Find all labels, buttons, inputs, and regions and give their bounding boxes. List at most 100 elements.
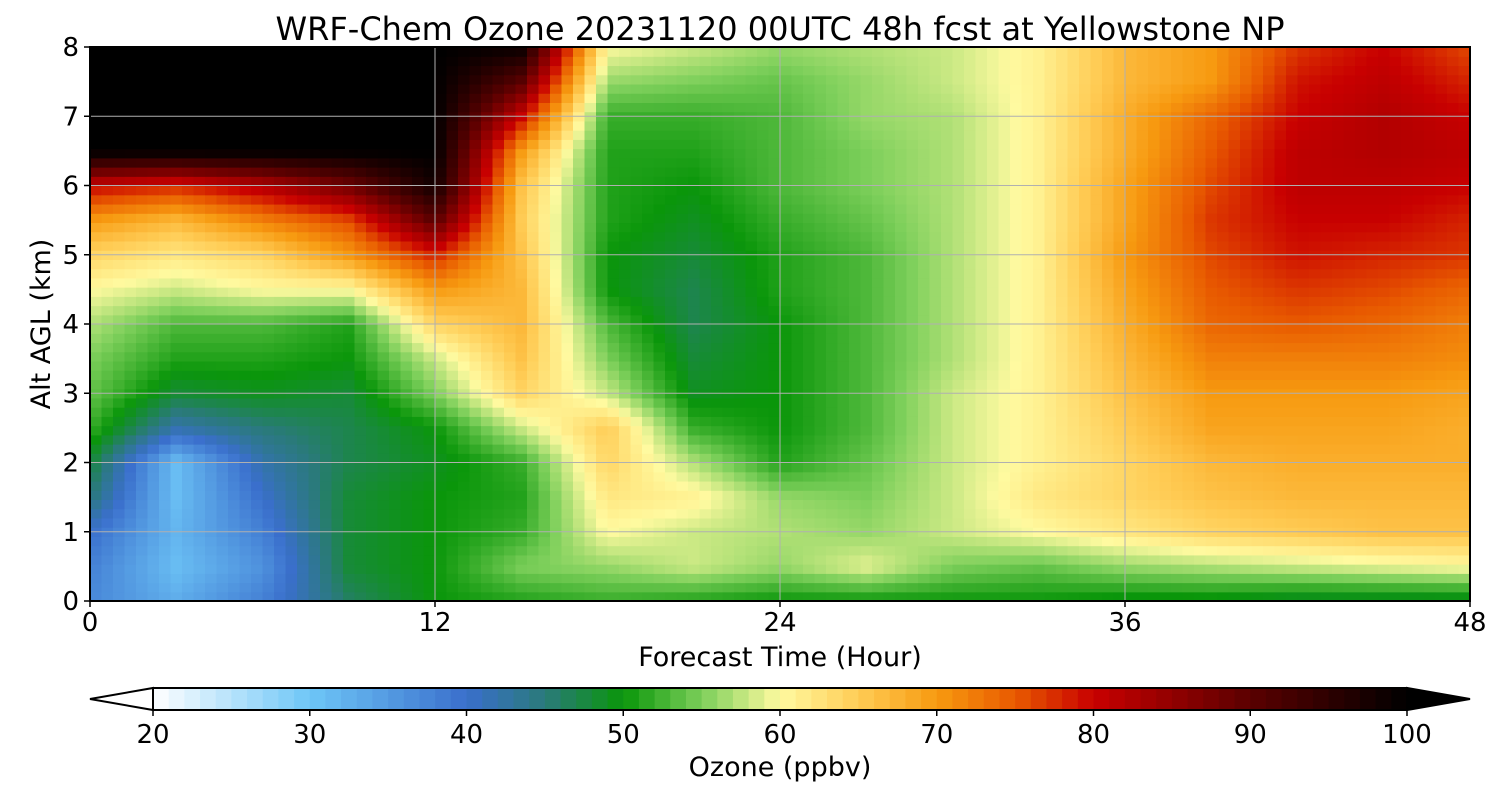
ozone-cell <box>320 194 333 205</box>
ozone-cell <box>676 148 689 159</box>
ozone-cell <box>515 203 528 214</box>
ozone-cell <box>642 185 655 196</box>
ozone-cell <box>711 277 724 288</box>
ozone-cell <box>860 203 873 214</box>
ozone-cell <box>538 259 551 270</box>
ozone-cell <box>860 351 873 362</box>
ozone-cell <box>883 83 896 94</box>
ozone-cell <box>573 434 586 445</box>
ozone-cell <box>343 434 356 445</box>
ozone-cell <box>780 508 793 519</box>
ozone-cell <box>274 370 287 380</box>
ozone-cell <box>814 305 827 316</box>
ozone-cell <box>170 74 183 85</box>
ozone-cell <box>688 324 701 334</box>
ozone-cell <box>527 56 540 67</box>
ozone-cell <box>331 536 344 547</box>
ozone-cell <box>159 333 172 344</box>
ozone-cell <box>734 554 747 565</box>
ozone-cell <box>239 517 252 528</box>
ozone-cell <box>895 379 908 390</box>
ozone-cell <box>366 139 379 150</box>
ozone-cell <box>561 130 574 140</box>
ozone-cell <box>538 462 551 473</box>
ozone-cell <box>676 277 689 288</box>
ozone-cell <box>251 333 264 344</box>
ozone-cell <box>676 74 689 85</box>
ozone-cell <box>193 490 206 501</box>
ozone-cell <box>780 213 793 224</box>
ozone-cell <box>998 259 1011 270</box>
ozone-cell <box>366 102 379 113</box>
ozone-cell <box>998 277 1011 288</box>
ozone-cell <box>688 157 701 168</box>
ozone-cell <box>918 499 931 510</box>
ozone-cell <box>527 360 540 371</box>
ozone-cell <box>400 517 413 528</box>
ozone-cell <box>239 453 252 464</box>
ozone-cell <box>297 120 310 131</box>
ozone-cell <box>469 203 482 214</box>
ozone-cell <box>481 259 494 270</box>
ozone-cell <box>975 480 988 491</box>
ozone-cell <box>90 213 103 224</box>
ozone-cell <box>630 499 643 510</box>
ozone-cell <box>1021 416 1034 427</box>
ozone-cell <box>1021 148 1034 159</box>
ozone-cell <box>998 407 1011 417</box>
ozone-cell <box>860 120 873 131</box>
ozone-cell <box>262 139 275 150</box>
ozone-cell <box>573 517 586 528</box>
ozone-cell <box>331 370 344 380</box>
ozone-cell <box>136 194 149 205</box>
ozone-cell <box>906 83 919 94</box>
ozone-cell <box>734 508 747 519</box>
ozone-cell <box>228 425 241 436</box>
ozone-cell <box>757 56 770 67</box>
ozone-cell <box>814 314 827 325</box>
ozone-cell <box>331 333 344 344</box>
ozone-cell <box>642 130 655 140</box>
ozone-cell <box>814 120 827 131</box>
ozone-cell <box>205 203 218 214</box>
ozone-cell <box>987 314 1000 325</box>
ozone-cell <box>757 508 770 519</box>
ozone-cell <box>918 157 931 168</box>
ozone-cell <box>274 296 287 307</box>
ozone-cell <box>182 167 195 177</box>
ozone-cell <box>400 397 413 408</box>
ozone-cell <box>998 93 1011 103</box>
ozone-cell <box>297 471 310 482</box>
ozone-cell <box>492 231 505 242</box>
ozone-cell <box>791 47 804 57</box>
ozone-cell <box>136 480 149 491</box>
ozone-cell <box>400 554 413 565</box>
ozone-cell <box>90 499 103 510</box>
ozone-cell <box>193 517 206 528</box>
ozone-cell <box>285 471 298 482</box>
ozone-cell <box>147 591 160 602</box>
ozone-cell <box>136 56 149 67</box>
ozone-cell <box>573 582 586 593</box>
ozone-cell <box>860 462 873 473</box>
ozone-cell <box>113 65 126 76</box>
ozone-cell <box>722 93 735 103</box>
ozone-cell <box>619 120 632 131</box>
ozone-cell <box>481 480 494 491</box>
ozone-cell <box>538 564 551 574</box>
ozone-cell <box>170 480 183 491</box>
ozone-cell <box>216 351 229 362</box>
ozone-cell <box>216 305 229 316</box>
ozone-cell <box>883 185 896 196</box>
ozone-cell <box>791 287 804 297</box>
ozone-cell <box>216 490 229 501</box>
ozone-cell <box>297 222 310 233</box>
ozone-cell <box>584 564 597 574</box>
ozone-cell <box>768 407 781 417</box>
ozone-cell <box>331 517 344 528</box>
ozone-cell <box>308 277 321 288</box>
ozone-cell <box>504 591 517 602</box>
ozone-cell <box>837 120 850 131</box>
ozone-cell <box>239 259 252 270</box>
ozone-cell <box>722 157 735 168</box>
